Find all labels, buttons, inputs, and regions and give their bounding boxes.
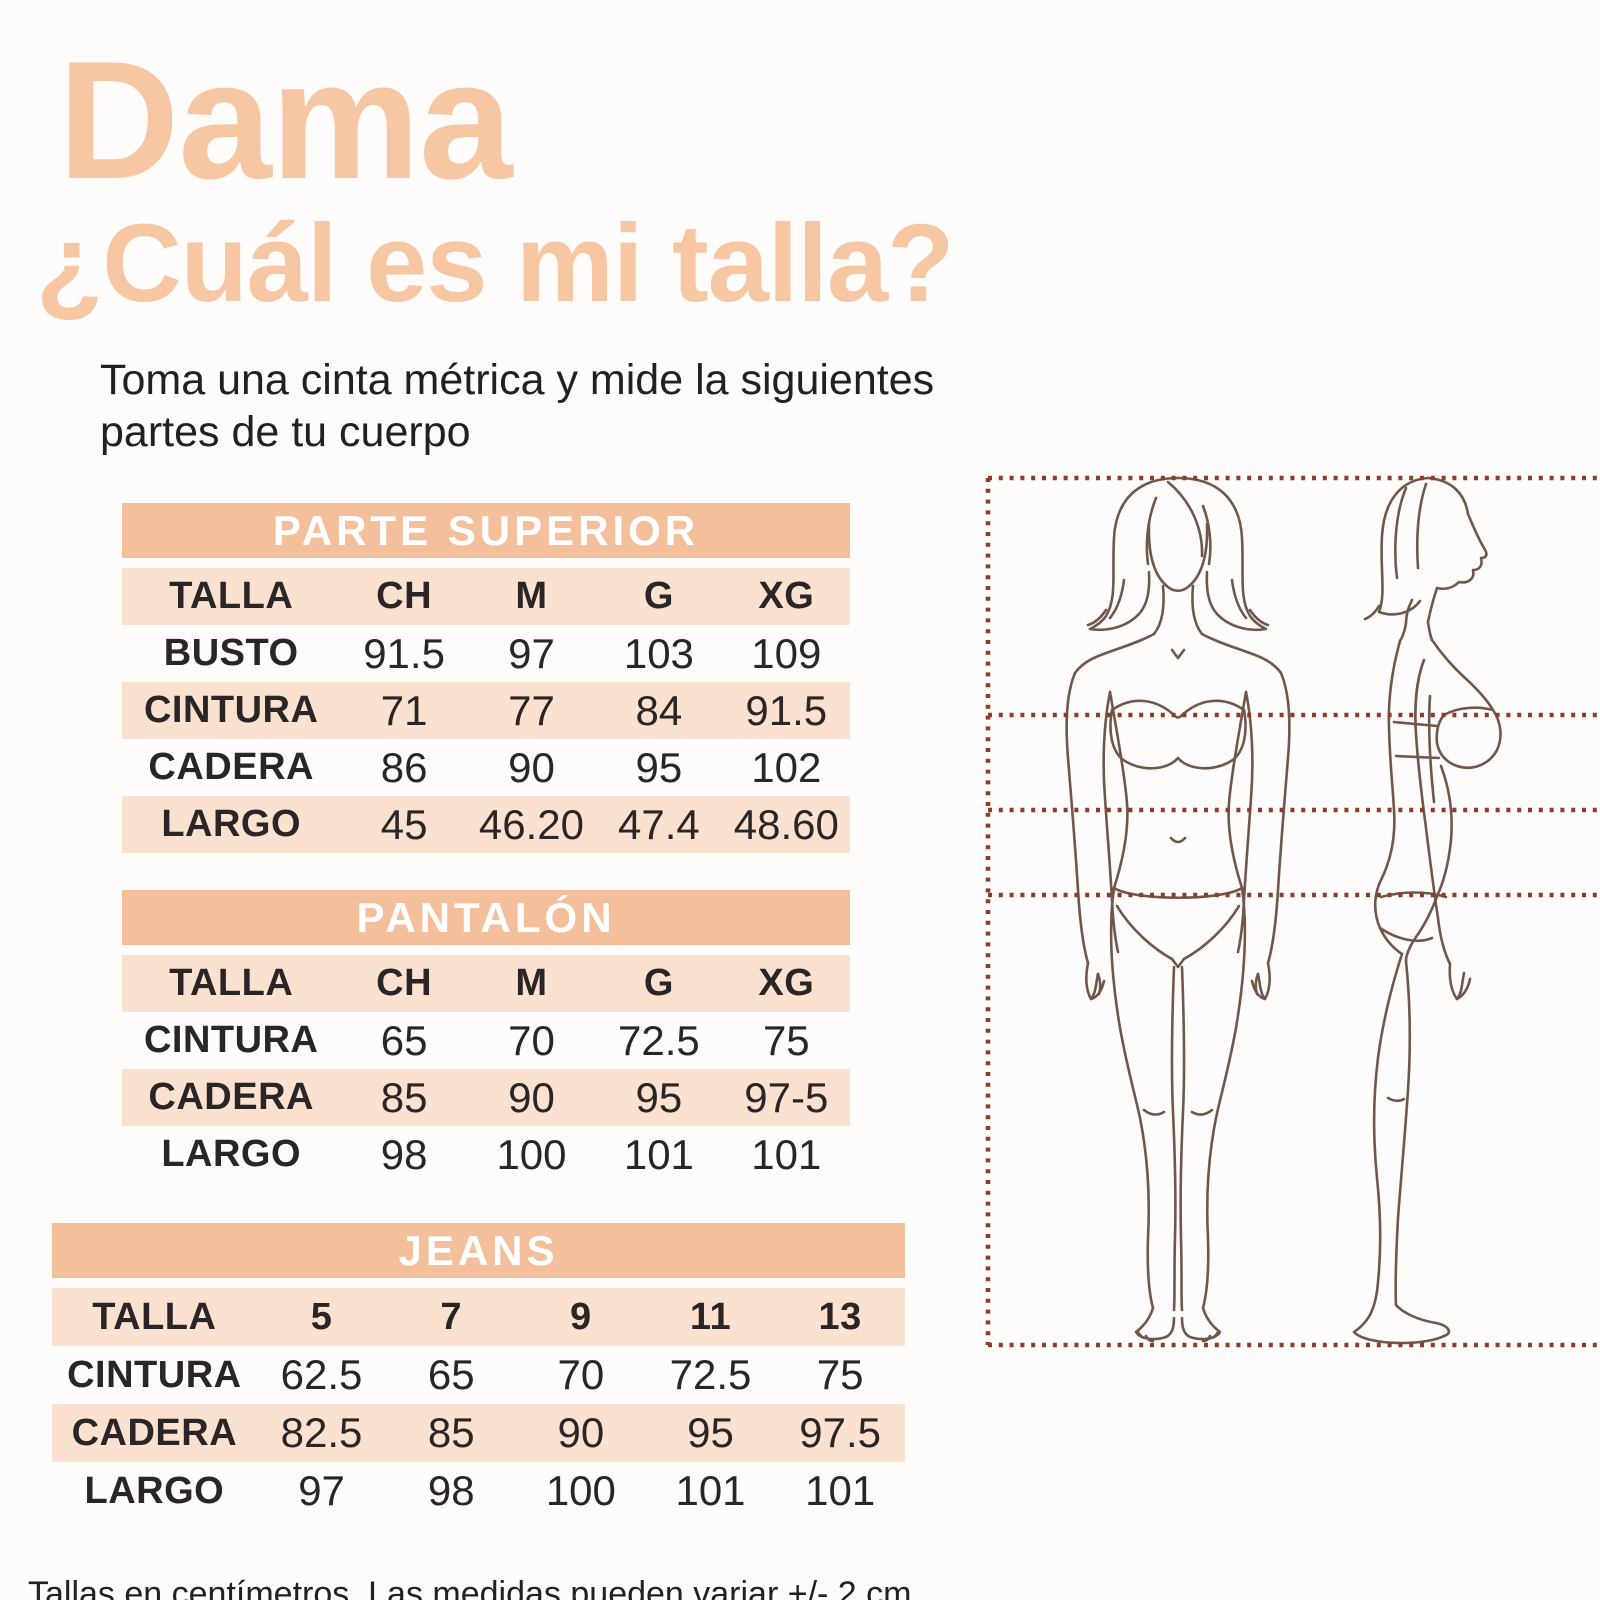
table-value: 86 [380,743,428,791]
table-title-jeans: JEANS [52,1223,905,1278]
table-value: 100 [496,1130,567,1178]
table-value: 72.5 [669,1351,752,1398]
column-header: 5 [310,1295,333,1338]
table-pantalon: PANTALÓN TALLA CH M G XG CINTURA 65 70 7… [122,890,850,1183]
table-value: 95 [635,743,683,791]
woman-front-figure [1065,476,1291,1343]
table-value: 75 [816,1351,864,1398]
table-row: LARGO 97 98 100 101 101 [52,1462,905,1520]
column-header: 9 [570,1295,592,1338]
table-title-pantalon: PANTALÓN [122,890,850,945]
table-value: 65 [427,1351,475,1398]
column-header: TALLA [169,962,294,1004]
table-row: BUSTO 91.5 97 103 109 [122,625,850,682]
row-label: CADERA [71,1411,238,1454]
table-value: 85 [380,1073,428,1121]
table-value: 101 [623,1130,694,1178]
table-value: 45 [380,800,428,848]
page-title: Dama [58,26,513,214]
table-row: LARGO 98 100 101 101 [122,1126,850,1183]
table-value: 70 [557,1351,605,1398]
column-header: XG [758,962,815,1004]
table-row: CINTURA 65 70 72.5 75 [122,1012,850,1069]
intro-text: Toma una cinta métrica y mide la siguien… [100,354,1120,459]
page-subtitle: ¿Cuál es mi talla? [36,202,954,325]
row-label: CADERA [148,746,314,788]
table-jeans: JEANS TALLA 5 7 9 11 13 CINTURA 62.5 65 … [52,1223,905,1520]
table-value: 109 [751,629,822,677]
column-header: 11 [689,1295,732,1338]
table-value: 77 [508,686,555,734]
row-label: LARGO [161,1133,302,1175]
row-label: CINTURA [143,1019,319,1061]
column-header: TALLA [92,1295,217,1338]
row-label: LARGO [84,1469,225,1512]
table-value: 95 [635,1073,683,1121]
table-row: LARGO 45 46.20 47.4 48.60 [122,796,850,853]
column-header: CH [376,575,433,617]
column-header: M [515,962,548,1004]
table-value: 90 [508,743,555,791]
table-value: 98 [380,1130,428,1178]
table-value: 97 [508,629,555,677]
table-value: 101 [751,1130,822,1178]
table-value: 84 [635,686,683,734]
table-row: CINTURA 62.5 65 70 72.5 75 [52,1346,905,1404]
column-header: G [643,962,674,1004]
body-measurement-diagram [985,475,1600,1348]
table-value: 75 [762,1016,810,1064]
measurement-guides [985,475,1600,1348]
footnote: Tallas en centímetros. Las medidas puede… [28,1575,921,1600]
table-value: 97 [298,1467,345,1514]
column-header: XG [758,575,815,617]
intro-line-1: Toma una cinta métrica y mide la siguien… [100,356,935,404]
intro-line-2: partes de tu cuerpo [100,408,471,457]
column-header: CH [376,962,433,1004]
table-value: 90 [557,1409,605,1456]
table-value: 48.60 [733,800,839,848]
column-header: 7 [440,1295,463,1338]
table-value: 101 [805,1467,876,1514]
table-value: 91.5 [363,629,445,677]
table-header-row: TALLA CH M G XG [122,955,850,1012]
row-label: BUSTO [163,632,299,674]
table-value: 62.5 [280,1351,363,1398]
table-value: 47.4 [618,800,700,848]
table-row: CINTURA 71 77 84 91.5 [122,682,850,739]
table-value: 65 [380,1016,428,1064]
table-parte-superior: PARTE SUPERIOR TALLA CH M G XG BUSTO 91.… [122,503,850,853]
table-value: 85 [427,1409,475,1456]
column-header: G [643,575,674,617]
row-label: CINTURA [143,689,319,731]
column-header: 13 [818,1295,862,1338]
table-value: 97-5 [744,1073,829,1121]
table-header-row: TALLA CH M G XG [122,568,850,625]
table-value: 103 [623,629,694,677]
table-header-row: TALLA 5 7 9 11 13 [52,1288,905,1346]
table-value: 102 [751,743,822,791]
table-value: 101 [675,1467,746,1514]
table-value: 71 [380,686,428,734]
column-header: M [515,575,548,617]
table-value: 98 [427,1467,475,1514]
table-value: 82.5 [280,1409,363,1456]
table-value: 91.5 [745,686,828,734]
table-value: 95 [687,1409,734,1456]
table-value: 72.5 [618,1016,700,1064]
table-row: CADERA 85 90 95 97-5 [122,1069,850,1126]
row-label: LARGO [161,803,302,845]
table-value: 97.5 [799,1409,882,1456]
table-title-parte-superior: PARTE SUPERIOR [122,503,850,558]
table-row: CADERA 86 90 95 102 [122,739,850,796]
column-header: TALLA [169,575,294,617]
table-row: CADERA 82.5 85 90 95 97.5 [52,1404,905,1462]
table-value: 70 [508,1016,555,1064]
table-value: 90 [508,1073,555,1121]
row-label: CADERA [148,1076,314,1118]
table-value: 46.20 [478,800,585,848]
woman-side-figure [1352,476,1502,1345]
table-value: 100 [545,1467,616,1514]
row-label: CINTURA [67,1353,242,1396]
